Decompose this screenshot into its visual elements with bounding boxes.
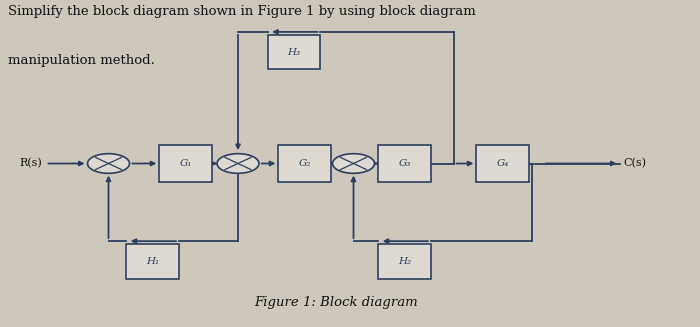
Bar xyxy=(378,245,430,279)
Bar xyxy=(160,145,211,182)
Text: Figure 1: Block diagram: Figure 1: Block diagram xyxy=(254,296,418,309)
Text: R(s): R(s) xyxy=(20,158,42,169)
Bar xyxy=(126,245,179,279)
Text: G₄: G₄ xyxy=(496,159,509,168)
Text: G₂: G₂ xyxy=(298,159,311,168)
Text: C(s): C(s) xyxy=(623,158,646,169)
Bar xyxy=(476,145,529,182)
Text: G₃: G₃ xyxy=(398,159,411,168)
Bar xyxy=(279,145,330,182)
Text: G₁: G₁ xyxy=(179,159,192,168)
Bar xyxy=(267,35,321,70)
Text: H₃: H₃ xyxy=(288,48,300,57)
Text: manipulation method.: manipulation method. xyxy=(8,54,155,67)
Circle shape xyxy=(88,154,130,173)
Text: H₂: H₂ xyxy=(398,257,411,266)
Circle shape xyxy=(217,154,259,173)
Text: Simplify the block diagram shown in Figure 1 by using block diagram: Simplify the block diagram shown in Figu… xyxy=(8,5,476,18)
Text: H₁: H₁ xyxy=(146,257,159,266)
Circle shape xyxy=(332,154,375,173)
Bar xyxy=(378,145,430,182)
